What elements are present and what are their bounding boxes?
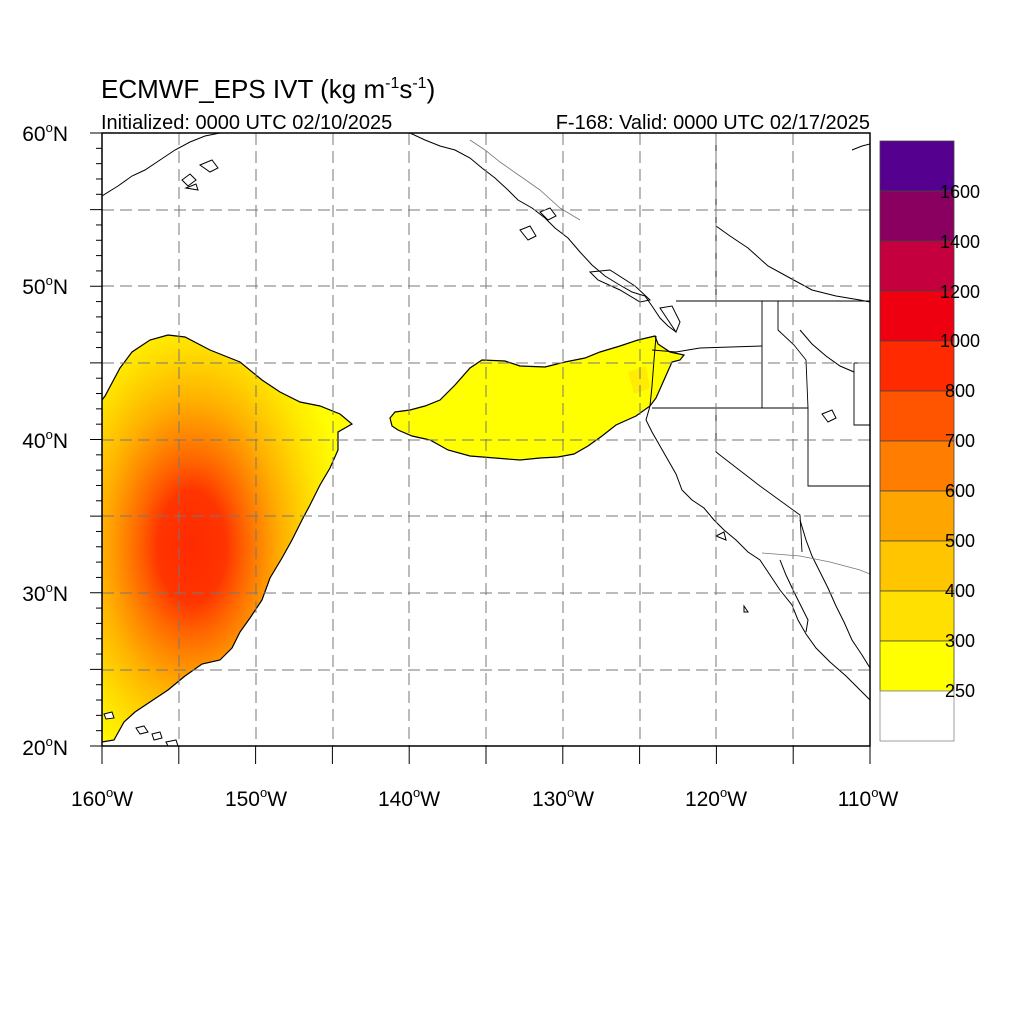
colorbar-label-300: 300 <box>945 631 975 651</box>
colorbar-label-1400: 1400 <box>940 232 980 252</box>
colorbar-label-1200: 1200 <box>940 282 980 302</box>
colorbar-swatch <box>879 690 955 742</box>
colorbar-swatch <box>879 140 955 192</box>
colorbar-label-500: 500 <box>945 531 975 551</box>
lon-label-130w: 130oW <box>532 785 594 811</box>
colorbar-swatch <box>879 540 955 592</box>
lon-label-150w: 150oW <box>225 785 287 811</box>
colorbar-swatch <box>879 440 955 492</box>
colorbar-swatch <box>879 290 955 342</box>
axis-ticks <box>90 132 871 764</box>
subtitle-initialized: Initialized: 0000 UTC 02/10/2025 <box>101 112 392 134</box>
longitude-labels: 160oW 150oW 140oW 130oW 120oW 110oW <box>71 785 899 811</box>
lon-label-110w: 110oW <box>838 785 899 811</box>
map-gridlines <box>102 133 870 746</box>
coastlines <box>102 133 870 746</box>
ivt-colorbar <box>879 140 955 742</box>
lat-label-30n: 30oN <box>22 580 68 606</box>
map-plot-area <box>102 133 870 746</box>
colorbar-label-250: 250 <box>945 681 975 701</box>
colorbar-swatch <box>879 240 955 292</box>
colorbar-swatch <box>879 640 955 692</box>
colorbar-swatch <box>879 490 955 542</box>
colorbar-label-1600: 1600 <box>940 182 980 202</box>
lat-label-20n: 20oN <box>22 734 68 760</box>
colorbar-swatch <box>879 340 955 392</box>
colorbar-labels: 1600 1400 1200 1000 800 700 600 500 400 … <box>940 182 980 701</box>
ivt-plume-east <box>389 335 686 461</box>
lon-label-140w: 140oW <box>378 785 440 811</box>
colorbar-swatch <box>879 590 955 642</box>
colorbar-label-400: 400 <box>945 581 975 601</box>
ivt-plume-west <box>102 334 354 743</box>
lon-label-120w: 120oW <box>685 785 747 811</box>
chart-title: ECMWF_EPS IVT (kg m-1s-1) <box>101 74 435 104</box>
colorbar-label-800: 800 <box>945 381 975 401</box>
lat-label-60n: 60oN <box>22 120 68 146</box>
lon-label-160w: 160oW <box>71 785 133 811</box>
colorbar-swatch <box>879 390 955 442</box>
lat-label-40n: 40oN <box>22 427 68 453</box>
latitude-labels: 60oN 50oN 40oN 30oN 20oN <box>22 120 68 760</box>
colorbar-label-700: 700 <box>945 431 975 451</box>
lat-label-50n: 50oN <box>22 273 68 299</box>
colorbar-swatch <box>879 190 955 242</box>
colorbar-label-1000: 1000 <box>940 331 980 351</box>
colorbar-label-600: 600 <box>945 481 975 501</box>
subtitle-valid-time: F-168: Valid: 0000 UTC 02/17/2025 <box>556 112 870 134</box>
